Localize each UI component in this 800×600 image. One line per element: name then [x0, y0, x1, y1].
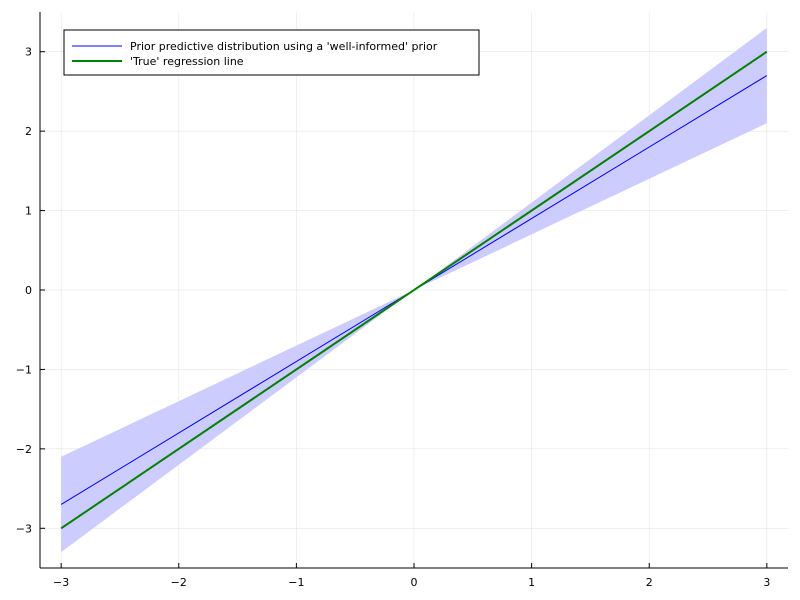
true-regression-line [60, 50, 768, 530]
x-tick-label: 2 [646, 576, 653, 589]
series-layer [60, 50, 768, 530]
x-tick-label: −1 [288, 576, 304, 589]
y-tick-label: −3 [16, 522, 32, 535]
y-tick-label: 3 [25, 46, 32, 59]
legend: Prior predictive distribution using a 'w… [63, 29, 480, 76]
y-tick-label: −1 [16, 363, 32, 376]
prior-predictive-band [61, 27, 767, 553]
band-layer [61, 27, 767, 553]
legend-box [63, 29, 480, 76]
y-tick-label: 2 [25, 125, 32, 138]
x-tick-label: 0 [411, 576, 418, 589]
legend-label-true-line: 'True' regression line [130, 55, 244, 68]
x-tick-label: −3 [53, 576, 69, 589]
y-tick-label: −2 [16, 443, 32, 456]
x-tick-label: −2 [171, 576, 187, 589]
y-tick-label: 0 [25, 284, 32, 297]
legend-label-prior: Prior predictive distribution using a 'w… [130, 40, 438, 53]
y-tick-label: 1 [25, 205, 32, 218]
ticks-layer: −3 −2 −1 0 1 2 3 −3 −2 −1 0 1 2 3 [16, 46, 771, 589]
x-tick-label: 1 [528, 576, 535, 589]
x-tick-label: 3 [763, 576, 770, 589]
